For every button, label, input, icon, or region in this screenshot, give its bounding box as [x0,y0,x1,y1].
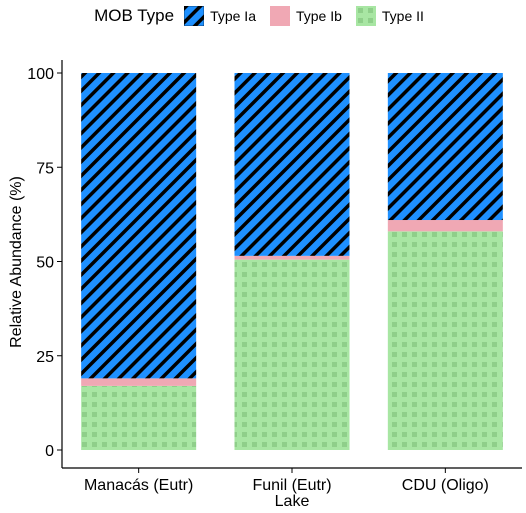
y-tick-label: 25 [36,349,54,366]
bar-cdu-oligo-type-ib [387,220,503,232]
legend-label-type-ii: Type II [381,8,424,24]
bar-manac-s-eutr-type-ia [81,73,197,379]
legend-key-type-ib [269,6,290,26]
x-tick-label: CDU (Oligo) [402,477,489,494]
bar-funil-eutr-type-ii [234,259,350,450]
legend-label-type-ib: Type Ib [295,8,342,24]
bar-cdu-oligo-type-ia [387,73,503,221]
y-tick-label: 50 [36,255,54,272]
legend-title: MOB Type [94,6,175,25]
legend-key-type-ia [184,6,205,26]
x-tick-label: Manacás (Eutr) [84,477,193,494]
y-tick-label: 100 [27,66,54,83]
bar-cdu-oligo-type-ii [387,231,503,450]
legend: MOB Type Type Ia Type Ib Type II [0,0,526,32]
y-axis-title: Relative Abundance (%) [8,176,25,348]
legend-item-type-ii: Type II [355,6,424,26]
y-tick-label: 75 [36,160,54,177]
x-tick-label: Funil (Eutr) [252,477,331,494]
y-tick-label: 0 [45,443,54,460]
plot-area: 0 25 50 75 100 Manacás (Eutr) Funil (Eutr) CDU … [27,60,522,494]
legend-item-type-ia: Type Ia [184,6,256,26]
bar-funil-eutr-type-ib [234,255,350,260]
legend-key-type-ii [355,6,376,26]
bar-manac-s-eutr-type-ii [81,385,197,450]
bar-manac-s-eutr-type-ib [81,378,197,386]
legend-label-type-ia: Type Ia [210,8,256,24]
bar-funil-eutr-type-ia [234,73,350,256]
x-axis-title: Lake [275,493,310,510]
legend-item-type-ib: Type Ib [269,6,342,26]
